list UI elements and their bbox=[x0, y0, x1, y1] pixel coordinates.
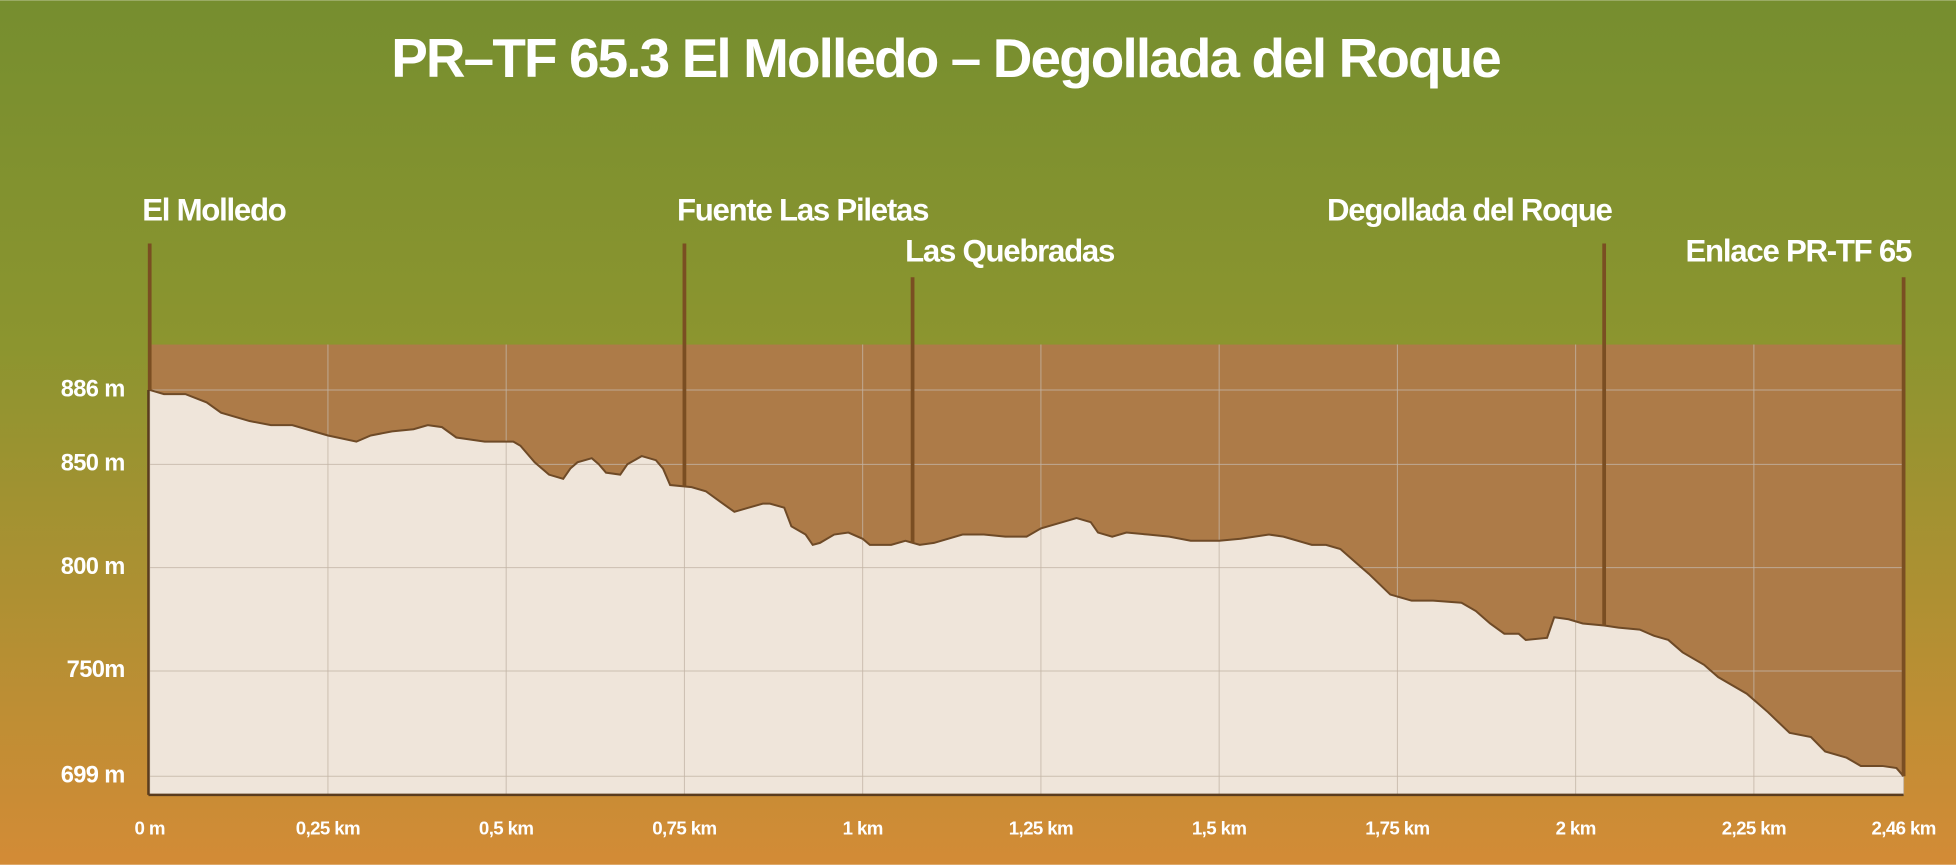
x-tick-label: 2,46 km bbox=[1871, 818, 1935, 839]
waypoint-label: Las Quebradas bbox=[905, 234, 1115, 269]
x-tick-label: 0,75 km bbox=[652, 818, 716, 839]
waypoint-label: Degollada del Roque bbox=[1327, 193, 1613, 228]
x-tick-label: 0,5 km bbox=[479, 818, 533, 839]
y-tick-label: 886 m bbox=[61, 376, 125, 402]
y-tick-label: 850 m bbox=[61, 451, 125, 477]
y-tick-label: 800 m bbox=[61, 554, 125, 580]
elevation-area bbox=[149, 389, 1904, 795]
waypoint-label: Enlace PR-TF 65 bbox=[1686, 234, 1912, 269]
waypoint-label: El Molledo bbox=[142, 193, 286, 228]
elevation-line bbox=[149, 389, 1905, 777]
chart-title: PR–TF 65.3 El Molledo – Degollada del Ro… bbox=[391, 27, 1500, 89]
x-tick-label: 0,25 km bbox=[296, 818, 360, 839]
x-tick-label: 0 m bbox=[135, 818, 165, 839]
x-tick-label: 1 km bbox=[843, 818, 883, 839]
y-tick-label: 750m bbox=[67, 657, 125, 683]
waypoint-label: Fuente Las Piletas bbox=[677, 193, 929, 228]
x-tick-label: 1,75 km bbox=[1365, 818, 1429, 839]
x-tick-label: 1,25 km bbox=[1009, 818, 1073, 839]
x-tick-label: 2,25 km bbox=[1722, 818, 1786, 839]
x-tick-label: 1,5 km bbox=[1192, 818, 1247, 839]
x-tick-label: 2 km bbox=[1556, 818, 1596, 839]
y-tick-label: 699 m bbox=[61, 763, 125, 789]
